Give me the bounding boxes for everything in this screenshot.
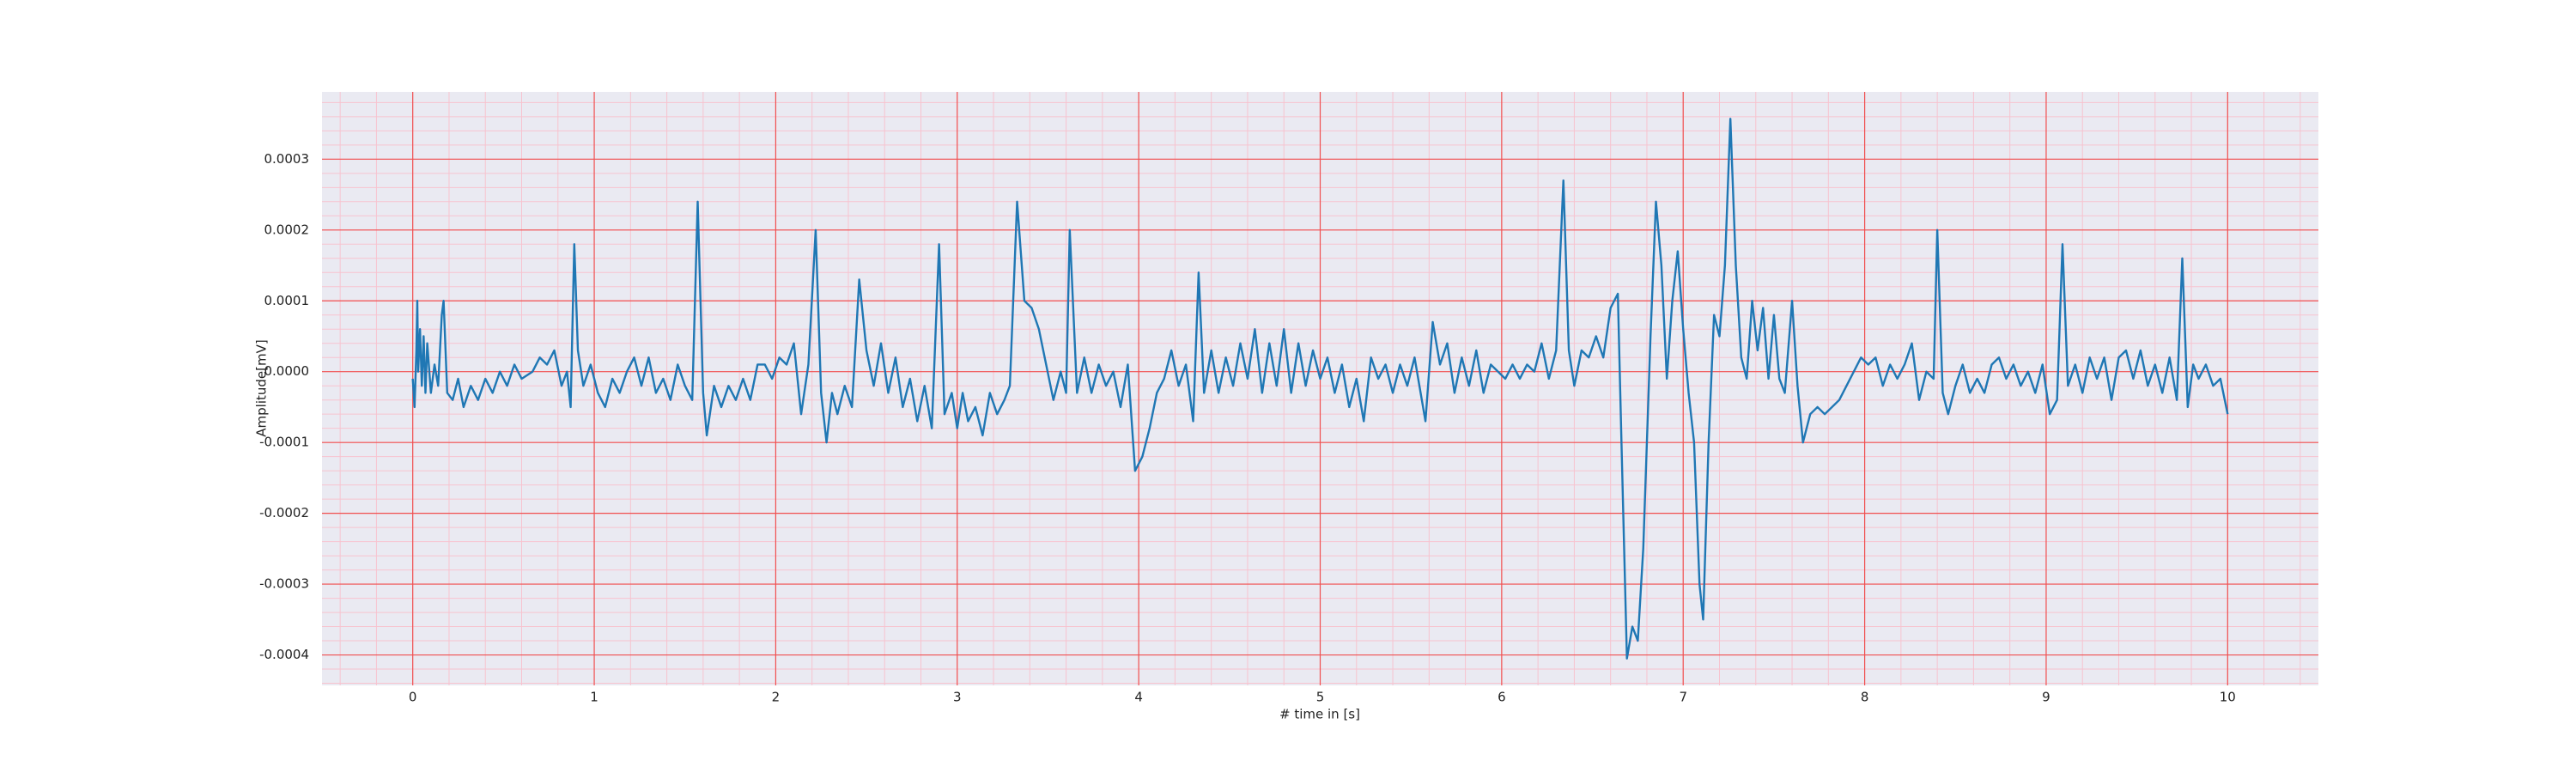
x-tick-label: 5 [1316,690,1325,705]
y-tick-label: -0.0002 [259,505,309,520]
x-tick-label: 8 [1861,690,1869,705]
y-axis-label: Amplitude[mV] [254,339,270,436]
y-tick-label: -0.0003 [259,576,309,592]
x-axis-label: # time in [s] [1279,707,1360,722]
y-tick-label: 0.0003 [264,151,310,167]
y-tick-label: 0.0001 [264,293,310,308]
x-tick-label: 4 [1134,690,1143,705]
y-tick-label: -0.0001 [259,435,309,450]
x-tick-label: 2 [772,690,781,705]
x-tick-label: 3 [953,690,962,705]
y-tick-label: 0.0002 [264,222,310,237]
x-tick-label: 10 [2220,690,2236,705]
y-tick-label: -0.0004 [259,647,309,662]
x-tick-label: 9 [2042,690,2050,705]
x-tick-label: 1 [590,690,598,705]
x-tick-label: 7 [1679,690,1687,705]
y-tick-label: 0.0000 [264,363,310,379]
label-layer: # time in [s] Amplitude[mV] 0 1 2 3 4 5 6 7 8 9 10… [254,151,2236,722]
x-tick-label: 6 [1498,690,1506,705]
x-tick-label: 0 [409,690,417,705]
signal-line [411,118,2229,660]
line-layer [411,118,2229,660]
